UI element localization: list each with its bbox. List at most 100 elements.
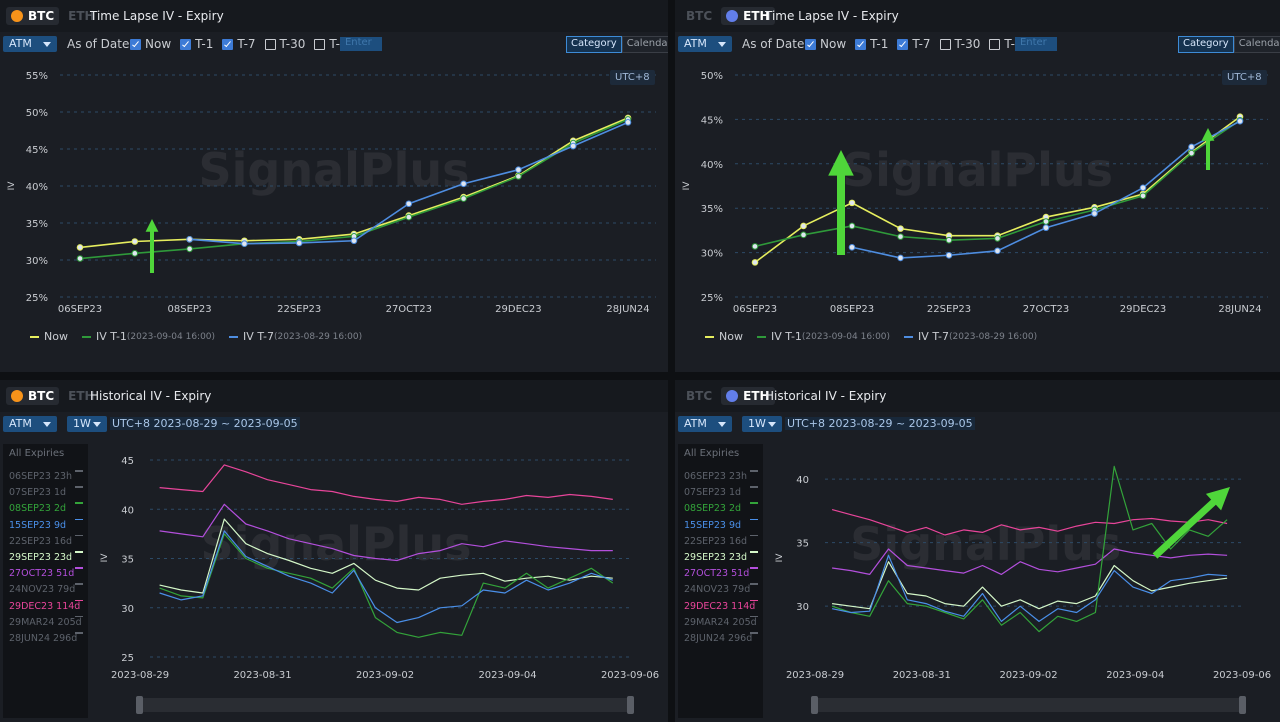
selector[interactable]: ATM	[678, 36, 732, 52]
mode-button[interactable]: Calendar	[1233, 35, 1280, 53]
date-range: UTC+8 2023-08-29 ~ 2023-09-05	[785, 417, 975, 430]
expiry-item[interactable]: 29SEP23 23d	[684, 545, 760, 563]
data-point	[1188, 143, 1195, 151]
legend-item[interactable]: Now	[30, 330, 68, 343]
coin-label: BTC	[686, 389, 713, 403]
period-select[interactable]: 1W	[742, 416, 782, 432]
check-item[interactable]: T-	[314, 37, 340, 51]
data-point	[1042, 224, 1050, 232]
expiry-item[interactable]: 22SEP23 16d	[9, 529, 85, 547]
check-item[interactable]: T-1	[180, 37, 213, 51]
check-item[interactable]: T-1	[855, 37, 888, 51]
expiry-item[interactable]: 08SEP23 2d	[684, 496, 760, 514]
expiry-item[interactable]: 27OCT23 51d	[9, 561, 85, 579]
coin-tab[interactable]: BTC	[681, 387, 717, 405]
checkbox	[314, 38, 326, 50]
expiry-item[interactable]: 08SEP23 2d	[9, 496, 85, 514]
expiry-item[interactable]: 29MAR24 205d	[9, 610, 85, 628]
period-select[interactable]: 1W	[67, 416, 107, 432]
selector[interactable]: ATM	[678, 416, 732, 432]
expiry-item[interactable]: 29SEP23 23d	[9, 545, 85, 563]
expiry-item[interactable]: 29DEC23 114d	[684, 594, 760, 612]
check-item[interactable]: Now	[130, 37, 171, 51]
coin-icon	[11, 390, 23, 402]
expiry-item[interactable]: 06SEP23 23h	[684, 464, 760, 482]
scrollbar-handle[interactable]	[811, 696, 818, 714]
y-tick-label: 50%	[701, 71, 723, 82]
expiry-item[interactable]: 07SEP23 1d	[9, 480, 85, 498]
legend-item[interactable]: Now	[705, 330, 743, 343]
coin-tab[interactable]: BTC	[681, 7, 717, 25]
coin-tab[interactable]: ETH	[63, 387, 99, 405]
expiry-swatch	[750, 632, 758, 634]
expiry-swatch	[75, 551, 83, 553]
expiry-item[interactable]: 15SEP23 9d	[684, 513, 760, 531]
coin-tab[interactable]: BTC	[6, 7, 60, 25]
legend-item[interactable]: IV T-7 (2023-08-29 16:00)	[229, 330, 362, 343]
expiry-item[interactable]: 15SEP23 9d	[9, 513, 85, 531]
scrollbar-handle[interactable]	[627, 696, 634, 714]
watermark: SignalPlus	[842, 143, 1113, 197]
selector-label: ATM	[684, 37, 707, 50]
expiry-item[interactable]: 22SEP23 16d	[684, 529, 760, 547]
expiry-item[interactable]: 29MAR24 205d	[684, 610, 760, 628]
expiry-swatch	[75, 567, 83, 569]
legend-note: (2023-08-29 16:00)	[274, 331, 363, 342]
legend-item[interactable]: IV T-7 (2023-08-29 16:00)	[904, 330, 1037, 343]
check-item[interactable]: T-7	[222, 37, 256, 51]
check-label: Now	[145, 37, 172, 51]
data-point	[131, 250, 139, 257]
check-item[interactable]: T-	[989, 37, 1015, 51]
y-tick-label: 45%	[26, 145, 48, 156]
expiry-swatch	[750, 534, 758, 537]
scrollbar-handle[interactable]	[136, 696, 143, 714]
expiry-item[interactable]: 29DEC23 114d	[9, 594, 85, 612]
coin-label: ETH	[743, 9, 770, 23]
check-item[interactable]: T-30	[939, 37, 980, 51]
days-input[interactable]: Enter	[1014, 37, 1057, 51]
mode-button[interactable]: Category	[566, 35, 622, 53]
coin-tab[interactable]: ETH	[721, 7, 775, 25]
coin-tab[interactable]: BTC	[6, 387, 60, 405]
coin-tabs: BTC ETH	[6, 7, 100, 25]
y-tick-label: 45%	[701, 115, 723, 126]
check-item[interactable]: T-7	[897, 37, 931, 51]
selector[interactable]: ATM	[3, 416, 57, 432]
coin-tab[interactable]: ETH	[721, 387, 775, 405]
y-tick-label: 35	[121, 555, 134, 566]
expiry-label: 29DEC23 114d	[9, 600, 81, 612]
check-label: T-7	[237, 37, 256, 51]
data-point	[800, 222, 807, 230]
expiry-swatch	[75, 583, 83, 585]
expiry-label: 06SEP23 23h	[9, 471, 73, 482]
coin-tab[interactable]: ETH	[63, 7, 99, 25]
expiry-item[interactable]: 28JUN24 296d	[9, 626, 85, 644]
legend-label: IV T-1	[95, 330, 127, 343]
legend-item[interactable]: IV T-1 (2023-09-04 16:00)	[81, 330, 215, 343]
days-input[interactable]: Enter	[339, 37, 382, 51]
selector-label: ATM	[9, 417, 32, 430]
check-item[interactable]: T-30	[264, 37, 305, 51]
checkbox	[855, 38, 867, 50]
expiry-item[interactable]: 24NOV23 79d	[684, 577, 760, 595]
panel-title: Historical IV - Expiry	[90, 389, 212, 403]
coin-tabs: BTC ETH	[6, 387, 100, 405]
legend-item[interactable]: IV T-1 (2023-09-04 16:00)	[756, 330, 890, 343]
expiry-item[interactable]: 27OCT23 51d	[684, 561, 760, 579]
expiry-item[interactable]: 07SEP23 1d	[684, 480, 760, 498]
timezone-badge: UTC+8	[1222, 70, 1267, 85]
legend-label: IV T-7	[918, 330, 949, 343]
mode-button[interactable]: Calendar	[621, 35, 668, 53]
period-select-label: 1W	[748, 417, 766, 430]
selector-label: ATM	[684, 417, 707, 430]
expiry-item[interactable]: 06SEP23 23h	[9, 464, 85, 482]
legend-swatch	[904, 335, 914, 338]
expiry-item[interactable]: 28JUN24 296d	[684, 626, 760, 644]
check-item[interactable]: Now	[805, 37, 846, 51]
scrollbar-handle[interactable]	[1239, 696, 1246, 714]
mode-button[interactable]: Category	[1178, 35, 1234, 53]
expiry-item[interactable]: 24NOV23 79d	[9, 577, 85, 595]
selector[interactable]: ATM	[3, 36, 57, 52]
data-point	[848, 243, 856, 251]
data-point	[405, 200, 413, 208]
